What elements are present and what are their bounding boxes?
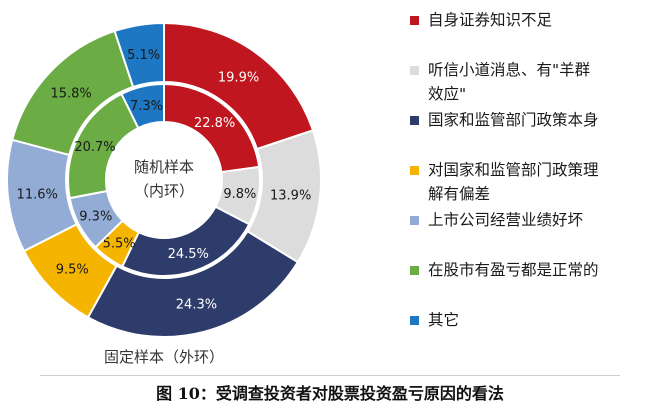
outer-ring-caption: 固定样本（外环） — [104, 348, 224, 366]
legend-item-5: 在股市有盈亏都是正常的 — [410, 258, 655, 282]
outer-ring-label-1: 13.9% — [270, 189, 311, 204]
outer-ring-label-4: 11.6% — [17, 187, 58, 202]
legend-swatch-1 — [410, 66, 419, 75]
inner-ring-label-3: 5.5% — [103, 237, 136, 252]
legend-label-1: 听信小道消息、有"羊群 效应" — [428, 61, 591, 103]
legend-label-3: 对国家和监管部门政策理 解有偏差 — [428, 161, 599, 203]
legend-label-4: 上市公司经营业绩好坏 — [428, 211, 584, 229]
inner-ring-slice-6 — [120, 82, 165, 130]
legend-item-1: 听信小道消息、有"羊群 效应" — [410, 58, 655, 106]
outer-ring-label-3: 9.5% — [56, 263, 89, 278]
inner-ring-label-0: 22.8% — [194, 116, 235, 131]
legend-swatch-5 — [410, 266, 419, 275]
legend-swatch-2 — [410, 116, 419, 125]
legend-swatch-3 — [410, 166, 419, 175]
inner-ring-label-5: 20.7% — [74, 140, 115, 155]
legend-label-5: 在股市有盈亏都是正常的 — [428, 261, 599, 279]
legend-swatch-0 — [410, 16, 419, 25]
legend-label-6: 其它 — [428, 311, 460, 329]
outer-ring-label-5: 15.8% — [50, 87, 91, 102]
legend-swatch-4 — [410, 216, 419, 225]
inner-ring-label-4: 9.3% — [79, 210, 112, 225]
inner-ring-label-2: 24.5% — [168, 247, 209, 262]
inner-ring-label-6: 7.3% — [130, 99, 163, 114]
outer-ring-label-0: 19.9% — [218, 71, 259, 86]
outer-ring-label-2: 24.3% — [176, 297, 217, 312]
legend-label-2: 国家和监管部门政策本身 — [428, 111, 599, 129]
legend-item-6: 其它 — [410, 308, 655, 332]
legend-swatch-6 — [410, 316, 419, 325]
caption-divider — [40, 375, 620, 376]
figure-caption: 图 10：受调查投资者对股票投资盈亏原因的看法 — [156, 384, 504, 403]
legend-label-0: 自身证券知识不足 — [428, 11, 553, 29]
inner-ring-label-1: 9.8% — [223, 187, 256, 202]
center-label-line-0: 随机样本 — [134, 158, 194, 176]
center-label-line-1: （内环） — [134, 182, 194, 200]
legend-item-2: 国家和监管部门政策本身 — [410, 108, 655, 132]
legend-item-0: 自身证券知识不足 — [410, 8, 655, 32]
legend-item-3: 对国家和监管部门政策理 解有偏差 — [410, 158, 655, 206]
outer-ring-slice-6 — [113, 21, 165, 89]
outer-ring-label-6: 5.1% — [127, 48, 160, 63]
legend-item-4: 上市公司经营业绩好坏 — [410, 208, 655, 232]
donut-chart: 19.9% 13.9% 24.3% 9.5% 11.6% 15.8% 5.1% 22.8% 9.… — [6, 21, 322, 366]
